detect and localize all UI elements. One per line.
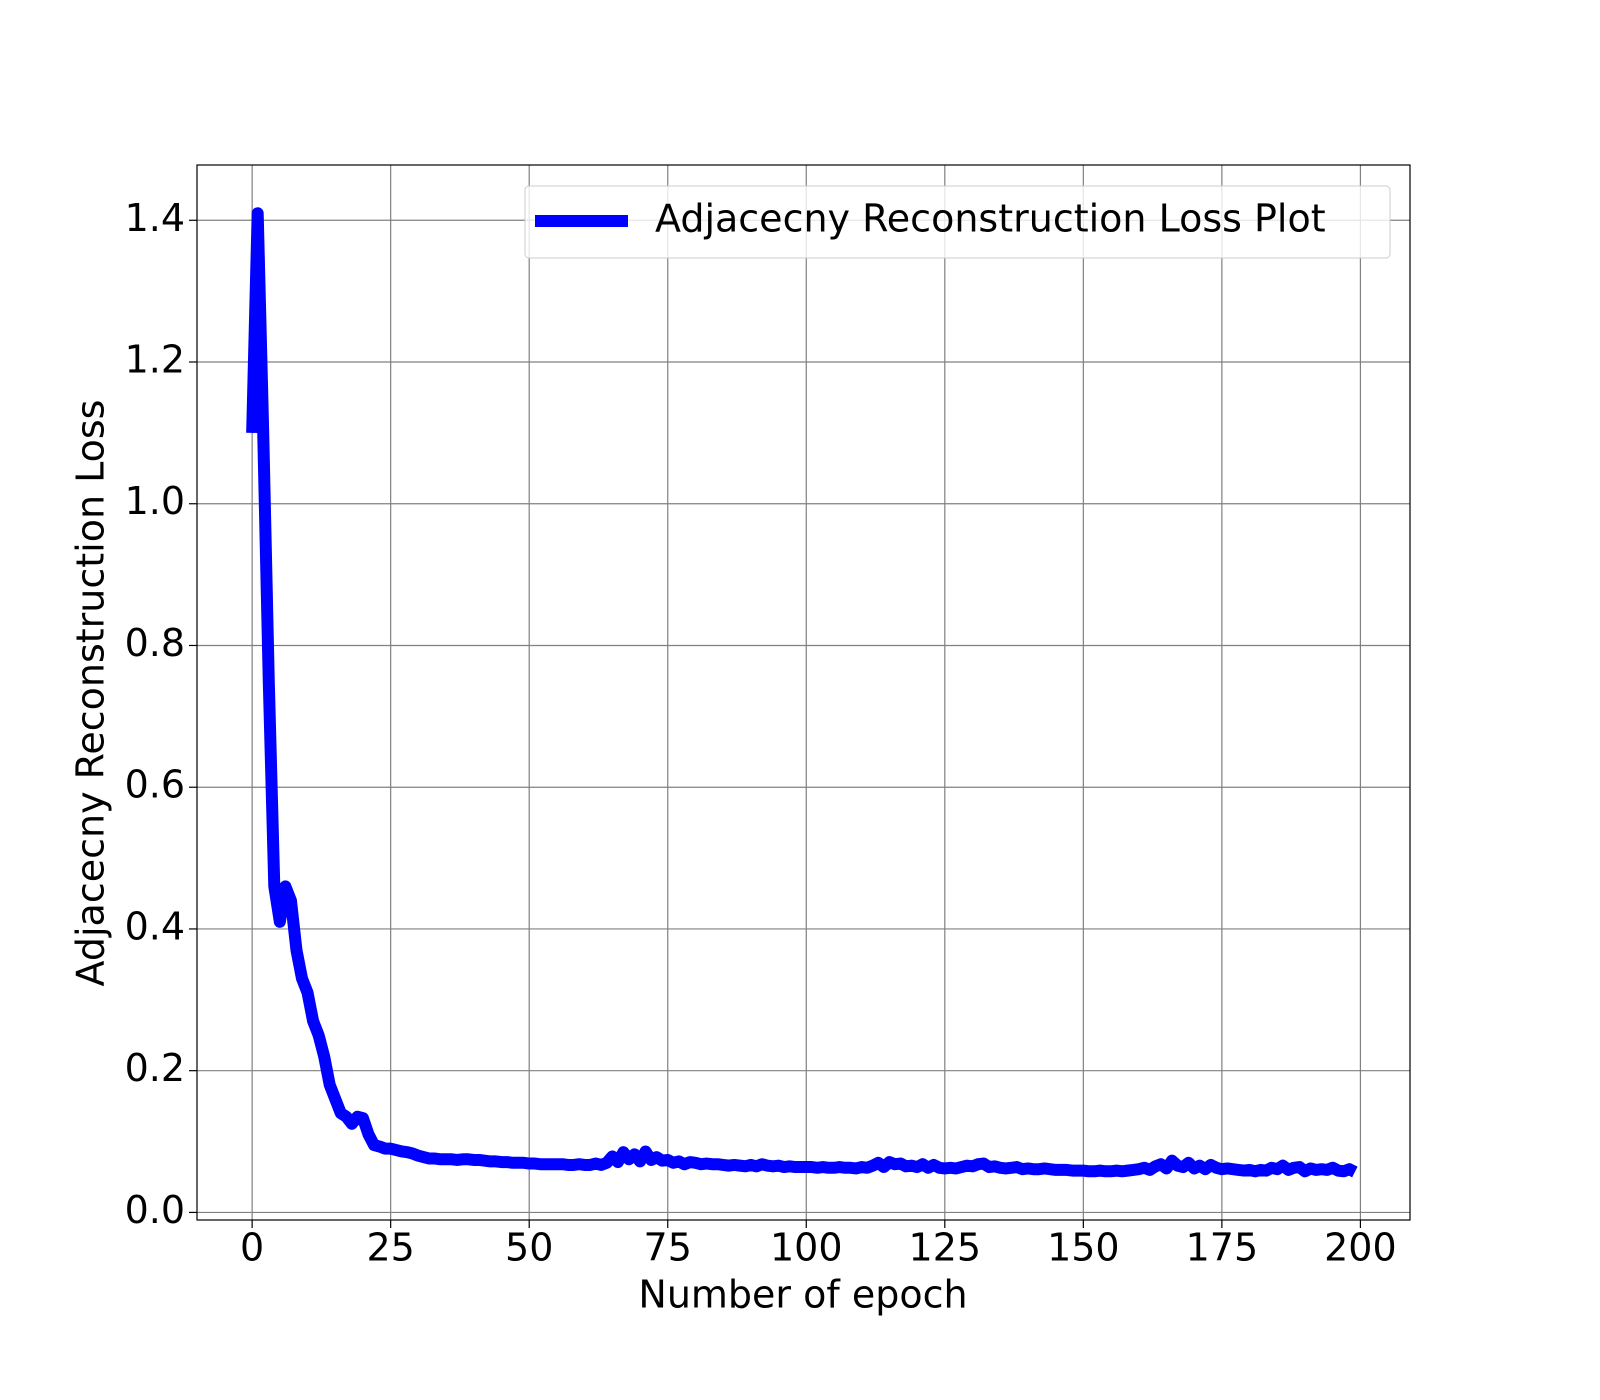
y-axis-label: Adjacecny Reconstruction Loss	[69, 400, 113, 987]
y-tick-label: 0.8	[125, 621, 185, 665]
data-line	[246, 207, 1358, 1178]
y-tick-label: 0.6	[125, 763, 185, 807]
legend-box	[524, 185, 1391, 259]
y-tick-label: 1.2	[125, 338, 185, 382]
y-tick-label: 0.0	[125, 1188, 185, 1232]
x-tick-label: 0	[240, 1226, 264, 1270]
y-tick-label: 0.4	[125, 904, 185, 948]
x-tick-label: 25	[366, 1226, 414, 1270]
axes-frame	[196, 164, 1411, 1221]
x-tick-label: 100	[770, 1226, 843, 1270]
x-tick-label: 75	[644, 1226, 692, 1270]
x-tick-label: 175	[1186, 1226, 1259, 1270]
x-tick-label: 50	[505, 1226, 553, 1270]
y-tick-label: 1.4	[125, 196, 185, 240]
y-tick-label: 1.0	[125, 479, 185, 523]
x-axis-label: Number of epoch	[638, 1273, 967, 1317]
y-tick-label: 0.2	[125, 1046, 185, 1090]
x-tick-label: 200	[1324, 1226, 1397, 1270]
legend-label: Adjacecny Reconstruction Loss Plot	[655, 197, 1326, 241]
x-tick-label: 125	[909, 1226, 982, 1270]
x-tick-label: 150	[1047, 1226, 1120, 1270]
